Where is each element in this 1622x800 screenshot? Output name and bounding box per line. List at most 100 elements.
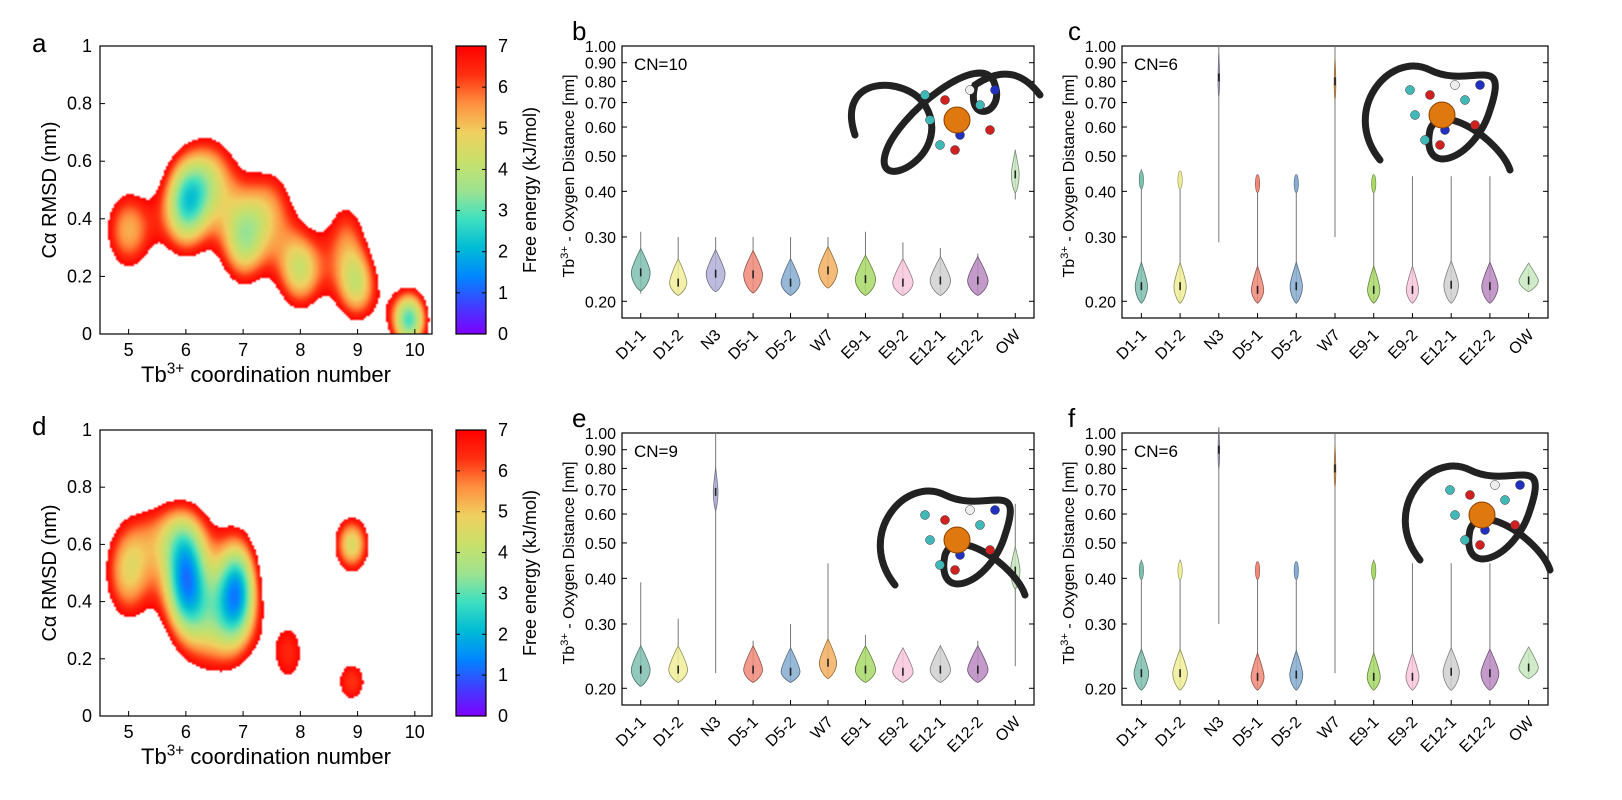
violin-E12-1 (929, 247, 951, 296)
y-axis-label-base: Tb (561, 646, 578, 665)
x-tick-label: OW (1506, 326, 1538, 358)
plot-frame (99, 429, 433, 717)
y-tick-label: 0.30 (1085, 230, 1116, 247)
x-tick-label: 7 (238, 340, 248, 360)
y-tick-label: 0.80 (585, 74, 616, 91)
atom (920, 510, 930, 520)
atom (975, 100, 985, 110)
y-axis-label-sup: 3+ (559, 633, 571, 646)
y-axis-label-base: Tb (1061, 646, 1078, 665)
violin-E9-1 (854, 634, 877, 683)
x-tick-label: E9-2 (1385, 714, 1421, 750)
y-tick-label: 0 (82, 324, 92, 344)
violin-W7 (818, 563, 838, 680)
violin-upper-lobe (1293, 174, 1299, 193)
x-tick-label: D5-2 (763, 714, 800, 751)
x-tick-label: D1-2 (650, 714, 687, 751)
violin-body (854, 644, 877, 683)
y-axis-label: Tb3+ - Oxygen Distance [nm] (1059, 74, 1078, 277)
structure-inset (876, 487, 1029, 599)
y-tick-label: 0.50 (1085, 149, 1116, 166)
x-tick-label: 6 (181, 340, 191, 360)
y-tick-label: 0.40 (1085, 571, 1116, 588)
violin-E9-2 (892, 242, 914, 296)
violin-body (967, 255, 989, 296)
colorbar-tick-label: 4 (498, 543, 508, 563)
colorbar-tick-label: 3 (498, 583, 508, 603)
plot-frame (99, 45, 433, 335)
violin-body (780, 257, 801, 297)
terbium-ion (1468, 501, 1496, 529)
cn-annotation: CN=6 (1134, 55, 1178, 74)
y-tick-label: 1.00 (1085, 39, 1116, 56)
violin-body (967, 644, 989, 683)
y-tick-label: 0.6 (67, 151, 92, 171)
atom (1450, 510, 1460, 520)
terbium-ion (943, 106, 971, 134)
violin-E12-2 (967, 640, 989, 683)
violin-D1-2 (1173, 170, 1187, 304)
violin-D5-1 (1250, 561, 1265, 691)
y-tick-label: 0.90 (585, 56, 616, 73)
atom (1435, 140, 1445, 150)
atom (975, 520, 985, 530)
y-axis-label: Cα RMSD (nm) (39, 121, 61, 258)
x-tick-label: D1-2 (650, 327, 687, 364)
x-tick-label: 6 (181, 722, 191, 742)
terbium-ion (943, 526, 971, 554)
y-tick-label: 0.4 (67, 209, 92, 229)
x-tick-label: D5-1 (725, 714, 762, 751)
y-tick-label: 1 (82, 36, 92, 56)
colorbar-tick-label: 4 (498, 159, 508, 179)
y-tick-label: 0.60 (1085, 507, 1116, 524)
structure-inset (1401, 462, 1554, 574)
y-tick-label: 0.20 (585, 294, 616, 311)
cn-annotation: CN=6 (1134, 442, 1178, 461)
x-tick-label: N3 (698, 714, 725, 741)
panel-label-d: d (32, 411, 46, 441)
x-tick-label: D5-1 (1230, 714, 1267, 751)
x-axis-label: Tb3+ coordination number (141, 743, 391, 769)
y-tick-label: 0.30 (585, 230, 616, 247)
violin-panel-f: f 0.20 0.30 0.40 0.50 0.60 0.70 0.800.901.00 Tb3… (1059, 403, 1554, 756)
violin-body (1405, 264, 1420, 304)
violin-OW (1518, 646, 1539, 680)
x-tick-label: D1-2 (1152, 714, 1189, 751)
atom (925, 115, 935, 125)
atom (1510, 520, 1520, 530)
violin-OW (1518, 262, 1539, 293)
violin-D5-2 (1289, 561, 1304, 691)
violin-W7 (1333, 46, 1337, 237)
y-tick-label: 0.40 (1085, 184, 1116, 201)
y-tick-label: 0.30 (1085, 617, 1116, 634)
violin-upper-lobe (1255, 561, 1261, 580)
y-tick-label: 0.8 (67, 477, 92, 497)
violin-body (892, 646, 914, 683)
colorbar-label: Free energy (kJ/mol) (520, 490, 540, 656)
atom (1475, 80, 1485, 90)
x-tick-label: E9-1 (1347, 327, 1383, 363)
violin-E12-1 (929, 644, 951, 683)
colorbar-tick-label: 7 (498, 36, 508, 56)
x-tick-label: OW (993, 713, 1025, 745)
x-tick-label: E12-1 (907, 714, 949, 756)
x-axis-label: Tb3+ coordination number (141, 361, 391, 387)
y-tick-label: 0.20 (585, 681, 616, 698)
x-axis-label-base: Tb (141, 362, 167, 387)
panel-label-e: e (572, 403, 586, 433)
terbium-ion (1428, 101, 1456, 129)
colorbar-tick-label: 2 (498, 242, 508, 262)
x-tick-label: 8 (295, 722, 305, 742)
violin-W7 (1333, 433, 1337, 674)
colorbar-tick-label: 0 (498, 706, 508, 726)
atom (1475, 540, 1485, 550)
violin-E12-2 (1480, 563, 1500, 691)
y-tick-label: 0.50 (585, 536, 616, 553)
x-tick-label: 9 (353, 340, 363, 360)
atom (935, 140, 945, 150)
y-tick-label: 0.50 (1085, 536, 1116, 553)
x-tick-label: E12-1 (1418, 714, 1460, 756)
atom (1490, 480, 1500, 490)
y-tick-label: 0.50 (585, 149, 616, 166)
